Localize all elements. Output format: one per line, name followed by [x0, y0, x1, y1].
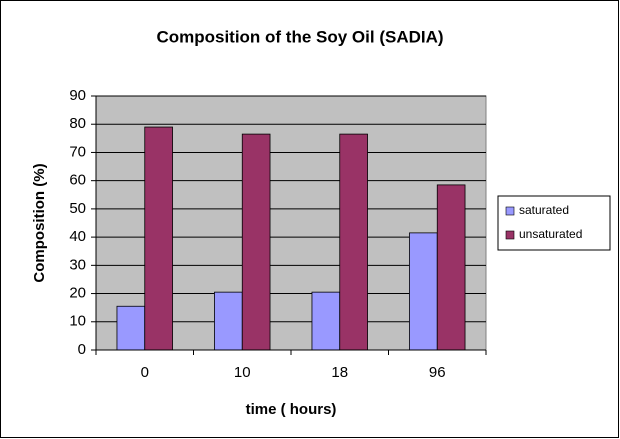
x-axis-label: time ( hours) [246, 401, 337, 418]
chart-title: Composition of the Soy Oil (SADIA) [156, 27, 443, 46]
bar [409, 232, 438, 351]
y-tick-label: 50 [69, 200, 86, 217]
legend-box [497, 195, 611, 251]
legend-swatch [505, 206, 515, 216]
y-tick-label: 40 [69, 228, 86, 245]
y-tick-label: 0 [78, 341, 86, 358]
bar [436, 184, 466, 351]
y-tick-label: 80 [69, 115, 86, 132]
bar [116, 305, 146, 351]
legend-label: unsaturated [519, 227, 582, 241]
y-tick-label: 90 [69, 87, 86, 104]
y-tick-label: 10 [69, 313, 86, 330]
bar [311, 291, 341, 351]
x-tick-label: 10 [234, 364, 251, 381]
bar [214, 291, 243, 351]
bar [339, 133, 368, 351]
y-tick-label: 70 [69, 143, 86, 160]
y-axis-label: Composition (%) [31, 163, 48, 282]
x-tick-label: 18 [331, 364, 348, 381]
y-tick-label: 20 [69, 285, 86, 302]
legend-label: saturated [519, 203, 569, 217]
x-tick-label: 0 [141, 364, 149, 381]
x-tick-label: 96 [429, 364, 446, 381]
bar [241, 133, 271, 351]
y-tick-label: 60 [69, 172, 86, 189]
legend-swatch [505, 230, 515, 240]
y-tick-label: 30 [69, 256, 86, 273]
bar [144, 126, 173, 351]
